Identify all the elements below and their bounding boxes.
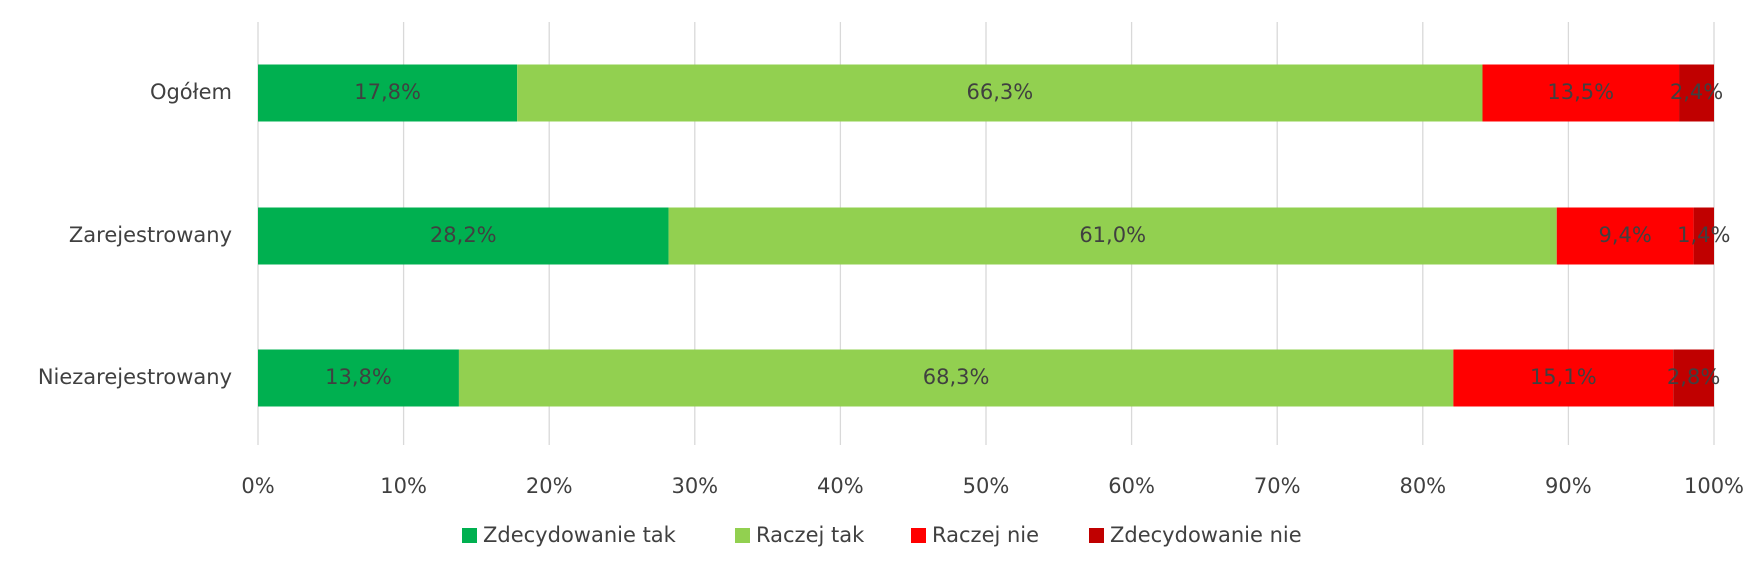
data-label: 13,8%: [325, 365, 392, 389]
bar-segment: [1556, 207, 1694, 265]
data-label: 15,1%: [1530, 365, 1597, 389]
x-tick-label: 30%: [671, 474, 718, 498]
bar-segment: [258, 64, 518, 122]
data-label: 1,4%: [1677, 223, 1730, 247]
x-tick-label: 80%: [1399, 474, 1446, 498]
x-tick-label: 70%: [1254, 474, 1301, 498]
data-label: 68,3%: [923, 365, 990, 389]
legend-label: Raczej tak: [756, 523, 865, 547]
bar-segment: [258, 207, 669, 265]
bar-segment: [458, 349, 1454, 407]
y-tick-label: Zarejestrowany: [69, 223, 232, 247]
data-label: 66,3%: [966, 80, 1033, 104]
y-tick-label: Ogółem: [150, 80, 232, 104]
data-label: 2,8%: [1667, 365, 1720, 389]
bar-segment: [1679, 64, 1714, 122]
bar-segment: [517, 64, 1483, 122]
legend-swatch: [735, 528, 750, 543]
data-label: 61,0%: [1079, 223, 1146, 247]
legend-label: Zdecydowanie tak: [483, 523, 677, 547]
legend-label: Zdecydowanie nie: [1110, 523, 1302, 547]
bar-segment: [1453, 349, 1674, 407]
x-tick-label: 40%: [817, 474, 864, 498]
bar-segment: [1673, 349, 1714, 407]
data-label: 28,2%: [430, 223, 497, 247]
legend-swatch: [911, 528, 926, 543]
legend-swatch: [462, 528, 477, 543]
y-tick-label: Niezarejestrowany: [38, 365, 232, 389]
bar-segment: [258, 349, 459, 407]
x-tick-label: 100%: [1684, 474, 1744, 498]
x-tick-label: 90%: [1545, 474, 1592, 498]
bar-segment: [1693, 207, 1714, 265]
data-label: 13,5%: [1547, 80, 1614, 104]
x-tick-label: 20%: [526, 474, 573, 498]
data-label: 2,4%: [1670, 80, 1723, 104]
x-tick-label: 60%: [1108, 474, 1155, 498]
x-tick-label: 10%: [380, 474, 427, 498]
bar-segment: [1482, 64, 1680, 122]
x-tick-label: 0%: [241, 474, 274, 498]
x-tick-label: 50%: [963, 474, 1010, 498]
legend-swatch: [1089, 528, 1104, 543]
legend-label: Raczej nie: [932, 523, 1039, 547]
data-label: 9,4%: [1599, 223, 1652, 247]
bar-segment: [668, 207, 1557, 265]
data-label: 17,8%: [354, 80, 421, 104]
